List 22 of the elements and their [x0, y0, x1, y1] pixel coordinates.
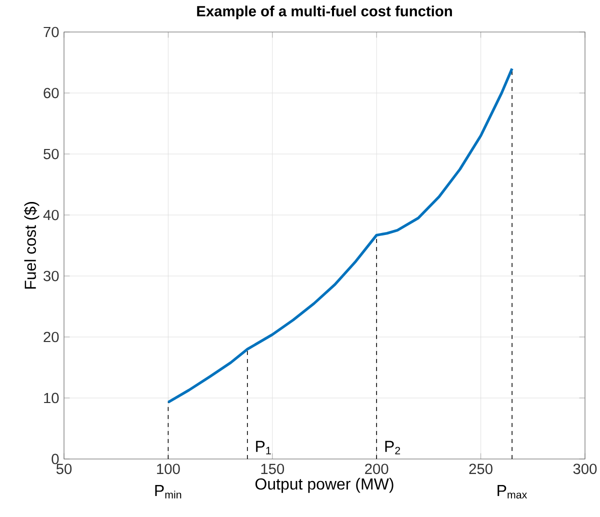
x-tick-label: 300: [573, 464, 597, 474]
y-tick-label: 60: [44, 88, 59, 98]
x-tick-label: 100: [157, 464, 180, 474]
y-tick-label: 0: [52, 454, 59, 464]
chart-title: Example of a multi-fuel cost function: [197, 6, 452, 20]
y-axis-title: Fuel cost ($): [24, 202, 40, 289]
y-tick-label: 20: [44, 332, 59, 342]
y-tick-label: 10: [44, 392, 59, 404]
ref-line-label: P$_{1}$: [256, 440, 271, 454]
x-tick-label: 200: [365, 464, 388, 474]
y-tick-label: 50: [44, 148, 59, 160]
ref-line-label: P$_{2}$: [385, 440, 400, 454]
x-tick-label: 250: [469, 464, 492, 474]
x-axis-title: Output power (MW): [255, 478, 394, 493]
y-tick-label: 30: [44, 270, 59, 282]
y-tick-label: 70: [44, 26, 59, 38]
ref-line-label: P$_{max}$: [498, 485, 528, 499]
y-tick-label: 40: [43, 210, 59, 220]
x-tick-label: 50: [56, 464, 72, 474]
ref-line-label: P$_{min}$: [155, 485, 182, 498]
line-series: [166, 67, 514, 404]
x-tick-label: 150: [261, 464, 284, 474]
